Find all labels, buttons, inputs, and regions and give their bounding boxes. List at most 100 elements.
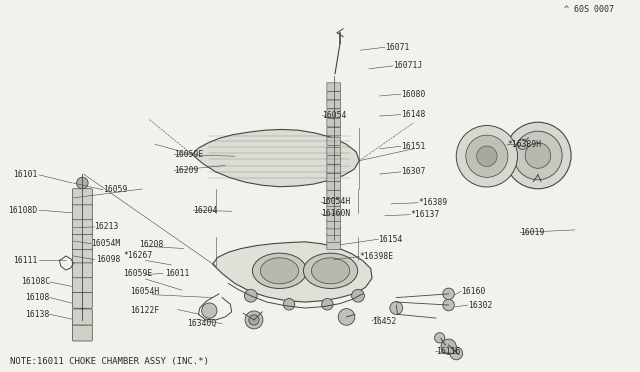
Circle shape [443, 299, 454, 311]
FancyBboxPatch shape [72, 292, 92, 308]
Text: 16080: 16080 [401, 90, 425, 99]
FancyBboxPatch shape [327, 182, 340, 190]
FancyBboxPatch shape [72, 189, 92, 205]
FancyBboxPatch shape [327, 190, 340, 198]
Circle shape [390, 302, 403, 314]
Text: 16116: 16116 [436, 347, 460, 356]
FancyBboxPatch shape [327, 109, 340, 117]
FancyBboxPatch shape [327, 213, 340, 221]
Text: 16122F: 16122F [129, 306, 159, 315]
Polygon shape [192, 129, 359, 187]
Circle shape [77, 281, 88, 292]
FancyBboxPatch shape [327, 198, 340, 206]
Text: 16011: 16011 [164, 269, 189, 278]
FancyBboxPatch shape [327, 173, 340, 182]
Circle shape [351, 289, 364, 302]
Circle shape [338, 309, 355, 325]
FancyBboxPatch shape [72, 233, 92, 250]
Text: 16213: 16213 [95, 222, 119, 231]
Circle shape [245, 311, 263, 329]
Text: *16137: *16137 [410, 210, 440, 219]
Text: 16204: 16204 [193, 206, 218, 215]
Text: 16054H: 16054H [129, 287, 159, 296]
Text: 16452: 16452 [372, 317, 396, 326]
Circle shape [466, 135, 508, 177]
FancyBboxPatch shape [72, 325, 92, 341]
Circle shape [77, 207, 88, 218]
Text: 16151: 16151 [401, 142, 425, 151]
Text: 16209: 16209 [174, 166, 198, 175]
Ellipse shape [312, 258, 349, 284]
FancyBboxPatch shape [327, 241, 340, 250]
Circle shape [456, 125, 518, 187]
Circle shape [77, 265, 88, 276]
FancyBboxPatch shape [327, 206, 340, 214]
Text: 16071J: 16071J [393, 61, 422, 70]
FancyBboxPatch shape [72, 262, 92, 278]
Circle shape [77, 235, 88, 247]
Text: *16267: *16267 [123, 251, 152, 260]
Text: *16389: *16389 [418, 198, 447, 207]
Text: 16054M: 16054M [92, 239, 120, 248]
Circle shape [202, 303, 217, 318]
Text: 16098: 16098 [97, 255, 121, 264]
Text: 16108C: 16108C [20, 278, 50, 286]
Text: 16054H: 16054H [321, 198, 350, 206]
Circle shape [77, 298, 88, 309]
Text: 16111: 16111 [13, 256, 37, 265]
Circle shape [77, 314, 88, 325]
Circle shape [450, 347, 463, 360]
FancyBboxPatch shape [72, 276, 92, 293]
Circle shape [441, 339, 456, 355]
FancyBboxPatch shape [327, 83, 340, 91]
Circle shape [435, 333, 445, 343]
Ellipse shape [303, 253, 358, 289]
Ellipse shape [260, 258, 299, 284]
FancyBboxPatch shape [72, 309, 92, 325]
FancyBboxPatch shape [327, 147, 340, 155]
Circle shape [505, 122, 571, 189]
FancyBboxPatch shape [72, 247, 92, 263]
FancyBboxPatch shape [72, 203, 92, 220]
Ellipse shape [252, 253, 307, 289]
Circle shape [443, 288, 454, 299]
FancyBboxPatch shape [327, 234, 340, 242]
Text: 16148: 16148 [401, 110, 425, 119]
Text: ^ 60S 0007: ^ 60S 0007 [564, 5, 614, 14]
FancyBboxPatch shape [327, 128, 340, 136]
Circle shape [322, 299, 333, 310]
FancyBboxPatch shape [327, 227, 340, 235]
Text: 16059E: 16059E [174, 150, 204, 159]
Text: 16208: 16208 [139, 240, 164, 249]
Text: 16307: 16307 [401, 167, 425, 176]
Circle shape [77, 177, 88, 189]
Text: *16398E: *16398E [359, 252, 394, 261]
Circle shape [77, 250, 88, 262]
FancyBboxPatch shape [327, 137, 340, 145]
Text: 16160N: 16160N [321, 209, 350, 218]
Text: 16154: 16154 [378, 235, 403, 244]
Polygon shape [212, 242, 372, 302]
Text: 16138: 16138 [26, 310, 50, 319]
Text: 16302: 16302 [468, 301, 492, 310]
Text: 16108D: 16108D [8, 206, 37, 215]
Text: 16108: 16108 [26, 293, 50, 302]
Text: *16389H: *16389H [508, 140, 541, 149]
FancyBboxPatch shape [327, 119, 340, 127]
FancyBboxPatch shape [327, 156, 340, 164]
Circle shape [77, 222, 88, 233]
Circle shape [477, 146, 497, 167]
Circle shape [249, 315, 259, 325]
Text: 16340Q: 16340Q [187, 319, 216, 328]
FancyBboxPatch shape [327, 221, 340, 229]
FancyBboxPatch shape [327, 100, 340, 108]
Text: 16071: 16071 [385, 43, 409, 52]
Text: 16059E: 16059E [123, 269, 152, 278]
FancyBboxPatch shape [72, 218, 92, 235]
Text: 16160: 16160 [461, 287, 486, 296]
Text: 16101: 16101 [13, 170, 37, 179]
Text: 16054: 16054 [323, 111, 347, 120]
Circle shape [284, 299, 295, 310]
Text: 16019: 16019 [520, 228, 545, 237]
Circle shape [518, 139, 528, 150]
